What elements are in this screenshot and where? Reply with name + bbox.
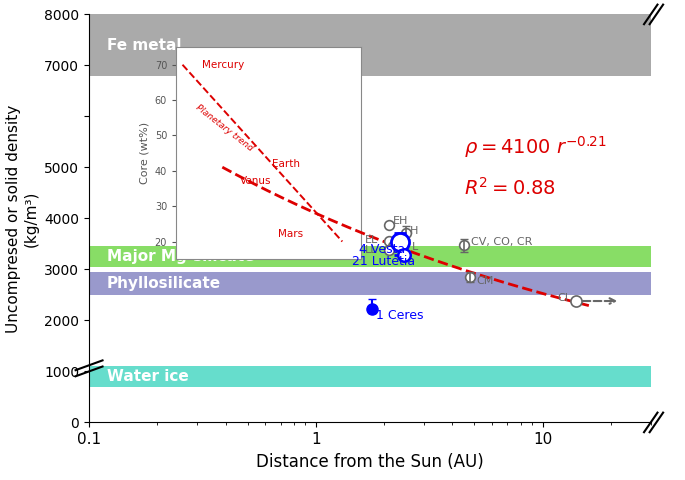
Bar — [89, 14, 651, 76]
Bar — [89, 272, 651, 295]
Text: Fe metal: Fe metal — [107, 37, 182, 52]
Text: EH: EH — [393, 216, 408, 226]
Y-axis label: Uncompresed or solid density
(kg/m³): Uncompresed or solid density (kg/m³) — [6, 104, 38, 333]
Text: Phyllosilicate: Phyllosilicate — [107, 276, 221, 291]
Text: CI: CI — [558, 293, 569, 303]
Text: 1 Ceres: 1 Ceres — [376, 309, 424, 322]
Text: EL: EL — [365, 235, 378, 245]
Text: Major Mg-silicate: Major Mg-silicate — [107, 249, 255, 264]
Bar — [89, 366, 651, 387]
Text: $R^2 = 0.88$: $R^2 = 0.88$ — [464, 177, 556, 199]
Text: L: L — [412, 242, 418, 252]
Text: H: H — [410, 226, 419, 236]
Text: LL: LL — [365, 245, 377, 255]
Text: 4 Vesta: 4 Vesta — [359, 243, 406, 256]
Text: $\rho = 4100\ r^{-0.21}$: $\rho = 4100\ r^{-0.21}$ — [464, 134, 607, 160]
X-axis label: Distance from the Sun (AU): Distance from the Sun (AU) — [256, 453, 484, 471]
Text: CM: CM — [476, 276, 494, 286]
Text: Water ice: Water ice — [107, 369, 189, 384]
Bar — [89, 246, 651, 267]
Text: 21 Lutetia: 21 Lutetia — [352, 255, 416, 268]
Text: CV, CO, CR: CV, CO, CR — [471, 238, 533, 247]
